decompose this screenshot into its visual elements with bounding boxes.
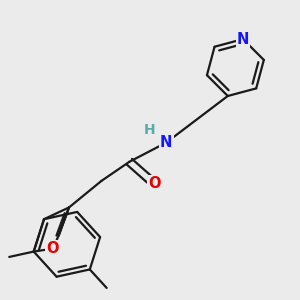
Text: H: H <box>144 123 156 137</box>
Text: N: N <box>160 135 172 150</box>
Text: O: O <box>46 241 59 256</box>
Text: N: N <box>237 32 249 46</box>
Text: O: O <box>148 176 161 191</box>
